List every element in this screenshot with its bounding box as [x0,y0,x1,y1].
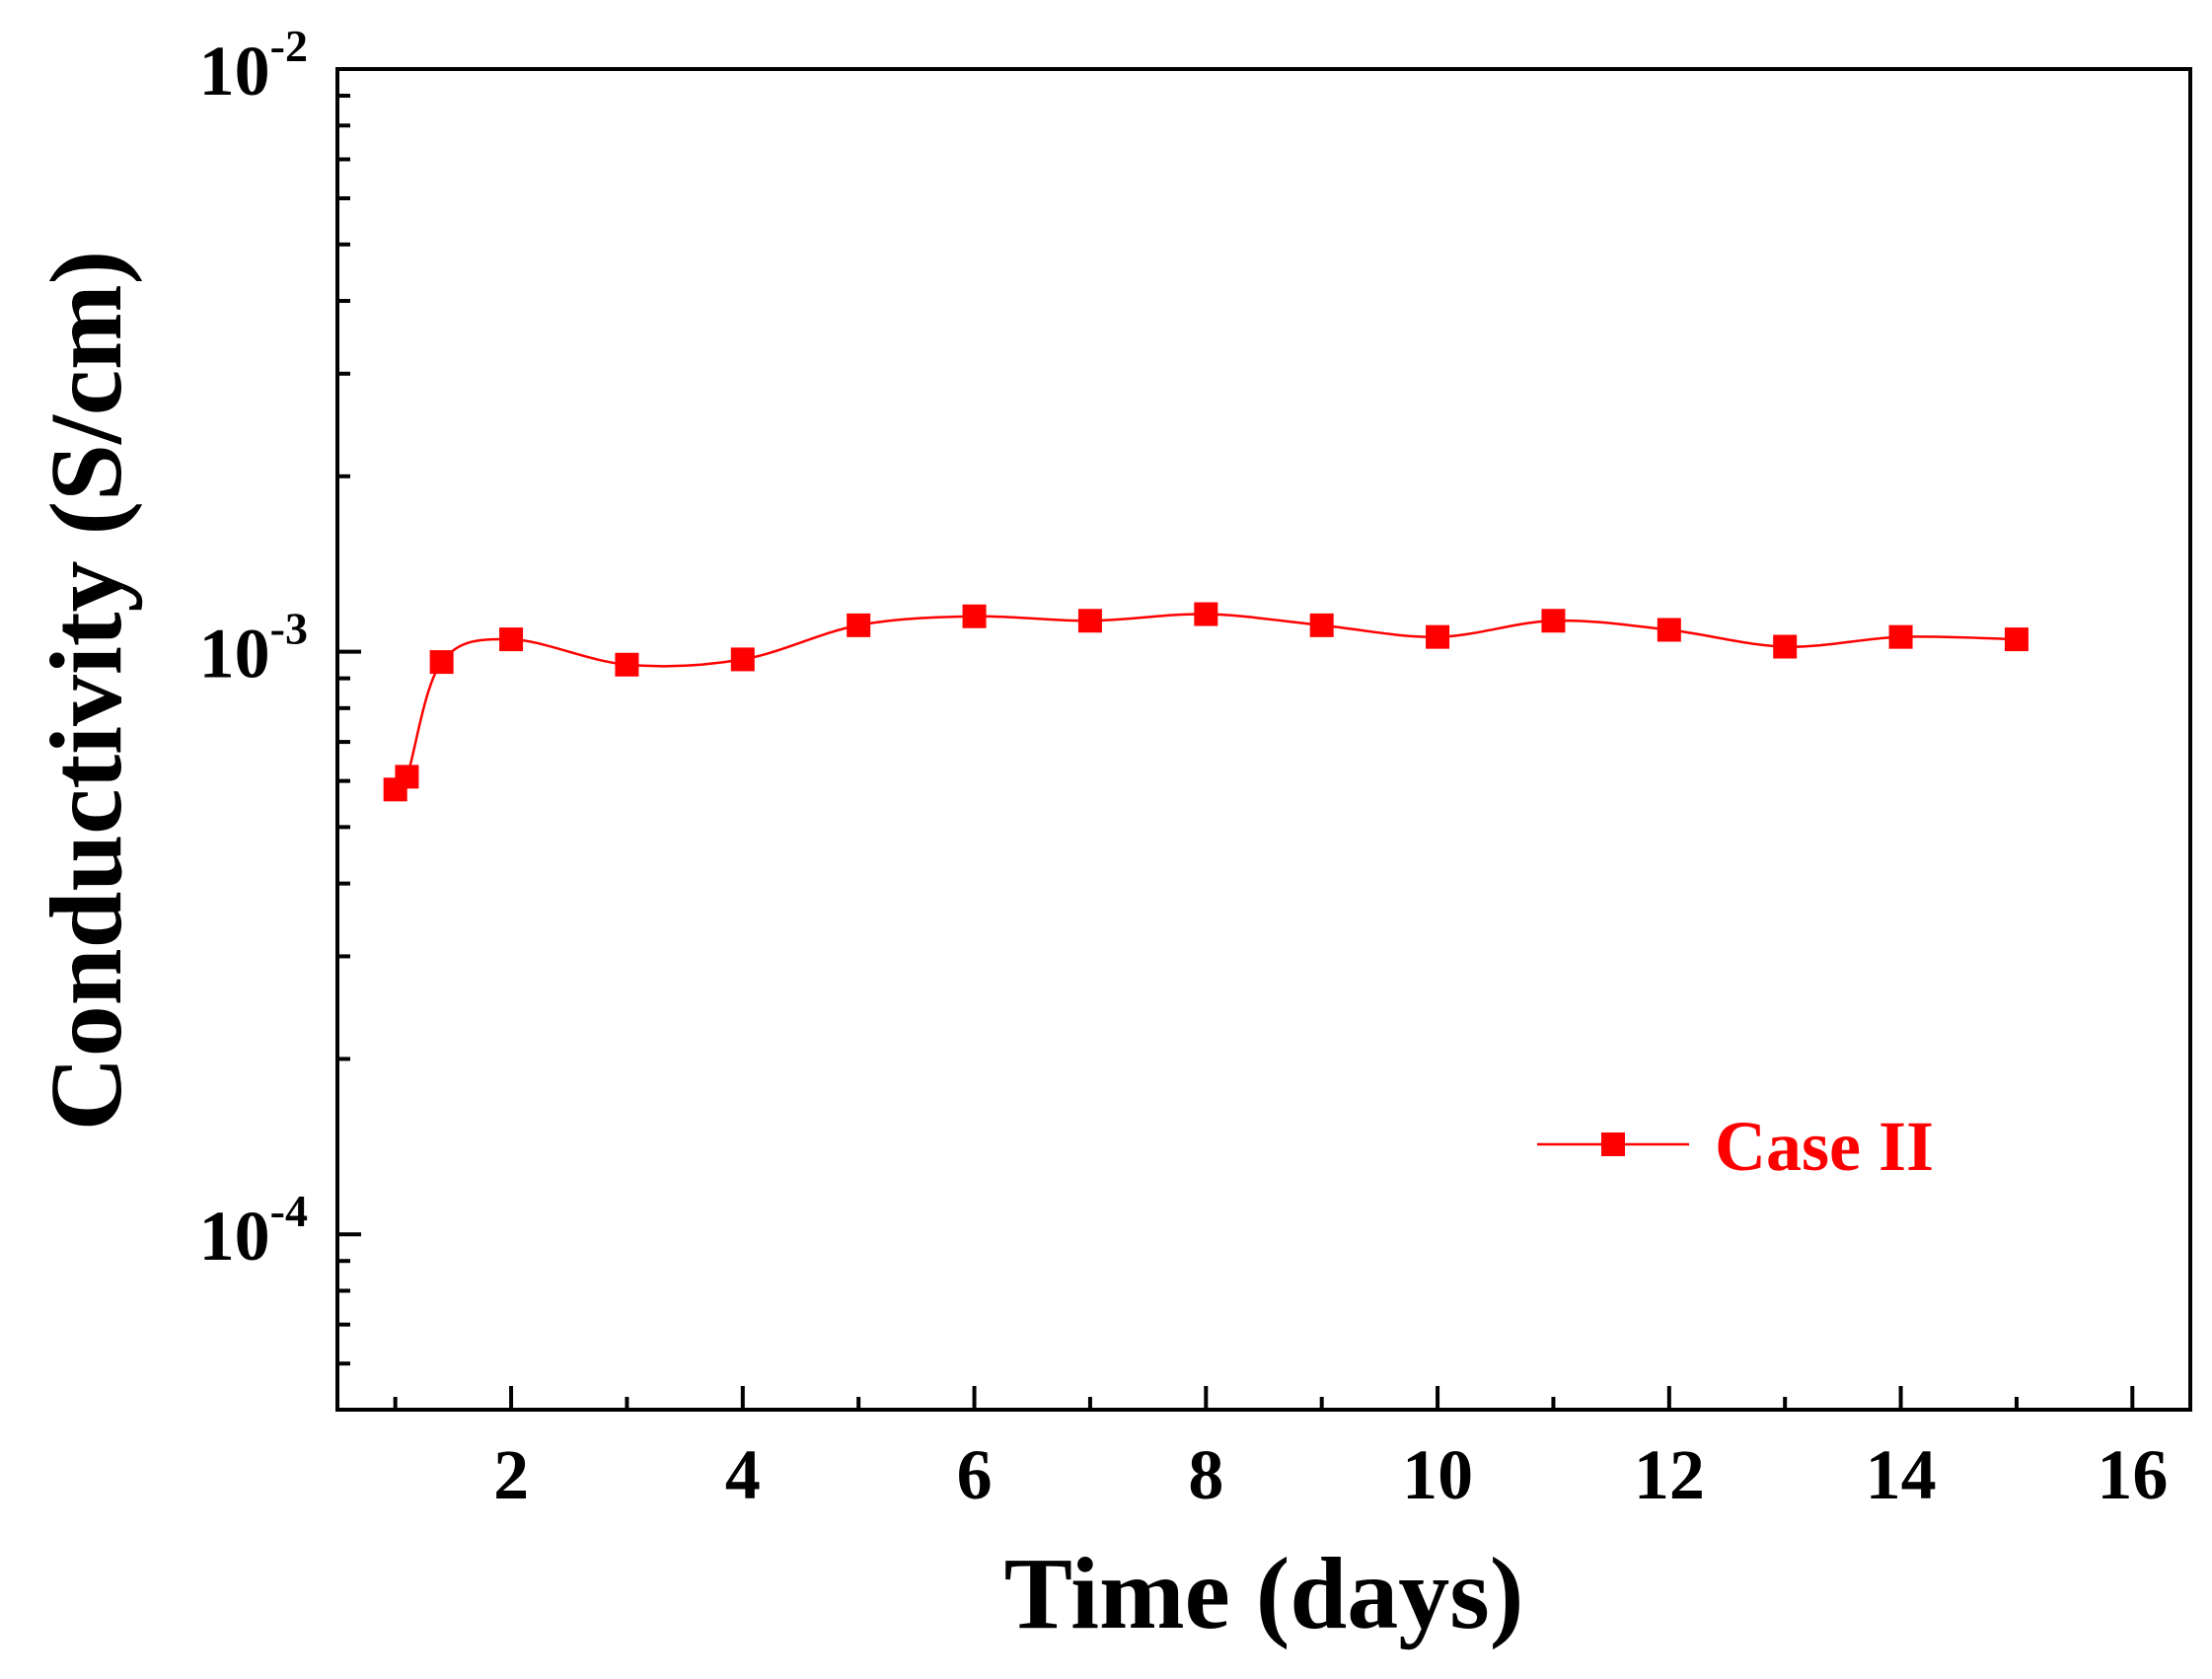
data-point [1541,609,1566,633]
y-axis-ticks: 10-4 10-3 10-2 [199,21,361,1412]
x-axis-ticks: 2 4 6 8 10 12 14 16 [393,1386,2168,1514]
data-point [499,627,524,652]
y-tick-label: 10-3 [199,604,308,694]
data-point [1888,624,1913,649]
y-tick-label: 10-4 [199,1186,308,1276]
data-point [1657,618,1681,642]
legend: Case II [1537,1107,1934,1186]
x-tick-label: 10 [1402,1435,1473,1514]
data-point [1426,624,1450,649]
data-point [730,647,755,672]
x-tick-label: 8 [1188,1435,1223,1514]
data-point [1309,613,1334,637]
x-tick-label: 16 [2097,1435,2168,1514]
x-tick-label: 14 [1866,1435,1937,1514]
data-point [2004,627,2028,652]
data-point [395,765,419,789]
series-layer [383,602,2028,802]
x-tick-label: 2 [493,1435,529,1514]
y-axis-label: Conductivity (S/cm) [30,251,143,1132]
data-point [962,604,987,628]
data-point [1194,602,1218,626]
legend-label: Case II [1715,1107,1934,1186]
x-tick-label: 12 [1634,1435,1705,1514]
x-tick-label: 4 [725,1435,761,1514]
data-point [1077,609,1102,633]
x-tick-label: 6 [957,1435,993,1514]
y-tick-label: 10-2 [199,21,308,110]
data-point [429,650,454,675]
legend-marker [1601,1132,1625,1156]
data-point [615,652,639,677]
x-axis-label: Time (days) [1004,1537,1524,1650]
data-point [847,613,871,637]
data-point [1773,634,1798,659]
plot-frame [335,67,2192,1412]
